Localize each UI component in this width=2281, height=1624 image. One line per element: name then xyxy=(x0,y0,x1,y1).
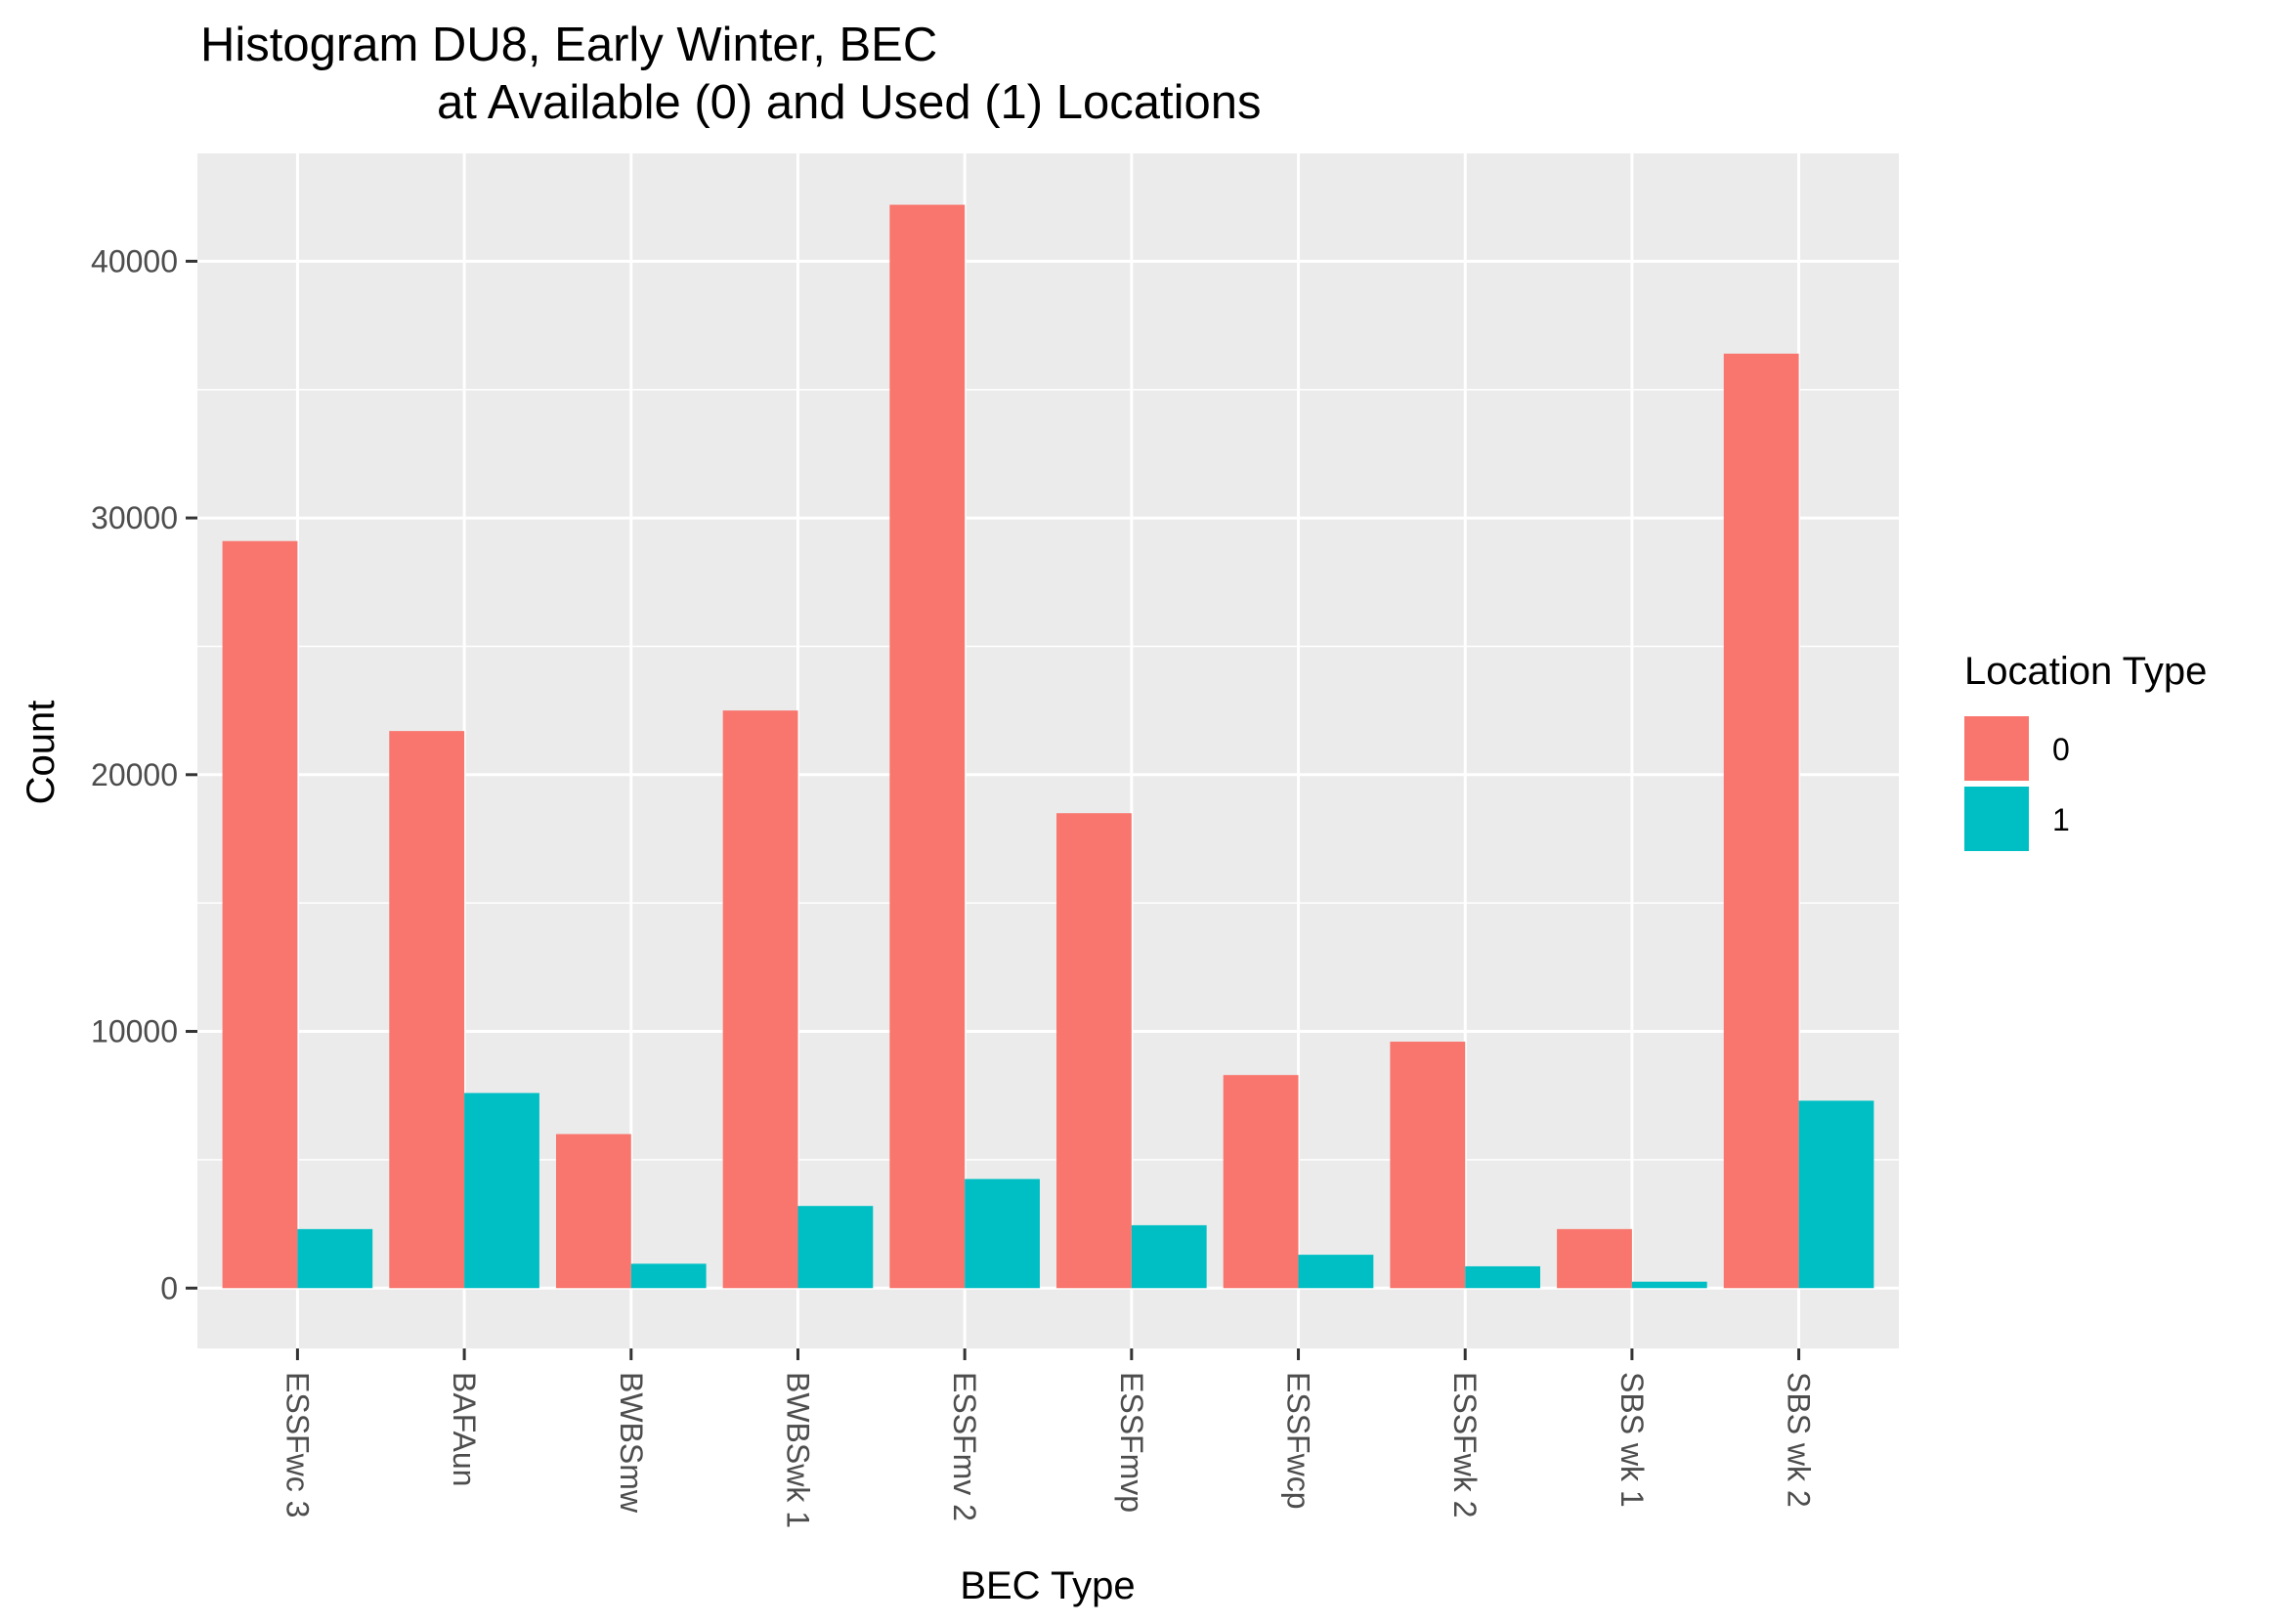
bar-series-0-1 xyxy=(389,731,465,1289)
bar-series-0-7 xyxy=(1390,1042,1466,1289)
bar-series-1-6 xyxy=(1298,1255,1374,1289)
bar-series-0-0 xyxy=(222,540,298,1289)
x-axis-title: BEC Type xyxy=(960,1564,1135,1607)
x-tick-label: SBS wk 1 xyxy=(1614,1372,1650,1508)
y-axis: 0 10000 20000 30000 40000 xyxy=(91,243,197,1305)
chart-title-line2: at Available (0) and Used (1) Locations xyxy=(437,76,1261,129)
y-tick-label: 0 xyxy=(160,1270,178,1305)
x-tick-label: BWBSmw xyxy=(614,1372,649,1514)
bar-series-1-9 xyxy=(1798,1100,1874,1289)
bar-series-0-4 xyxy=(889,204,966,1289)
legend-key-1 xyxy=(1964,787,2029,851)
x-tick-label: ESSFwc 3 xyxy=(280,1372,315,1517)
x-tick-label: BWBSwk 1 xyxy=(780,1372,815,1528)
x-axis: ESSFwc 3 BAFAun BWBSmw BWBSwk 1 ESSFmv 2 ESSF… xyxy=(280,1348,1817,1528)
bar-series-0-2 xyxy=(555,1133,631,1289)
y-tick-label: 20000 xyxy=(91,757,178,792)
bar-series-0-6 xyxy=(1223,1075,1299,1289)
chart-title-line1: Histogram DU8, Early Winter, BEC xyxy=(200,19,937,71)
x-tick-label: ESSFwcp xyxy=(1281,1372,1316,1509)
legend: Location Type 0 1 xyxy=(1964,650,2207,851)
bar-series-1-3 xyxy=(797,1206,874,1289)
bar-series-1-2 xyxy=(630,1263,707,1289)
bar-series-1-4 xyxy=(965,1178,1040,1289)
bar-series-1-0 xyxy=(297,1228,373,1289)
x-tick-label: ESSFwk 2 xyxy=(1447,1372,1483,1517)
legend-title: Location Type xyxy=(1964,650,2207,693)
x-tick-label: BAFAun xyxy=(447,1372,482,1486)
x-tick-label: ESSFmvp xyxy=(1114,1372,1149,1513)
bar-series-1-5 xyxy=(1131,1224,1207,1289)
y-axis-title: Count xyxy=(20,701,63,805)
bars xyxy=(222,204,1874,1289)
bar-series-1-7 xyxy=(1465,1265,1541,1289)
y-tick-label: 30000 xyxy=(91,500,178,535)
bar-series-1-8 xyxy=(1631,1281,1707,1289)
legend-key-0 xyxy=(1964,716,2029,781)
x-tick-label: ESSFmv 2 xyxy=(947,1372,982,1521)
bar-series-0-5 xyxy=(1056,813,1132,1289)
y-tick-label: 40000 xyxy=(91,243,178,278)
legend-label-1: 1 xyxy=(2052,802,2070,837)
bar-series-1-1 xyxy=(464,1092,539,1289)
bar-series-0-3 xyxy=(722,710,798,1289)
bar-series-0-9 xyxy=(1723,353,1799,1289)
y-tick-label: 10000 xyxy=(91,1014,178,1049)
legend-label-0: 0 xyxy=(2052,732,2070,767)
x-tick-label: SBS wk 2 xyxy=(1782,1372,1817,1508)
bar-series-0-8 xyxy=(1557,1228,1632,1289)
